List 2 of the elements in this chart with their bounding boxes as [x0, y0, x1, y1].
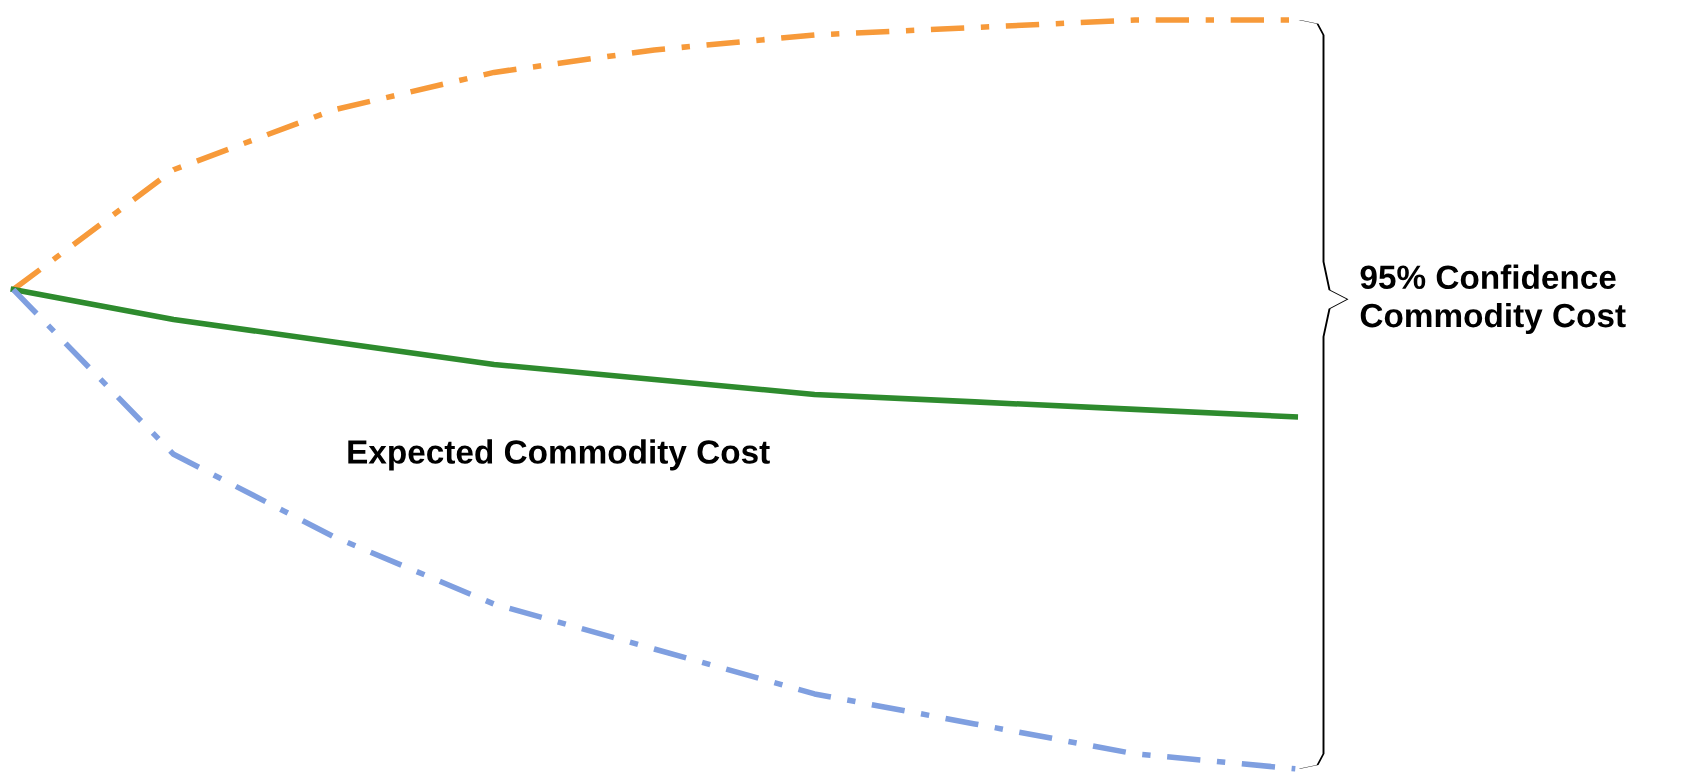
annotation: Expected Commodity Cost — [348, 439, 770, 471]
annotation: 95% Confidence Commodity Cost — [1360, 264, 1626, 334]
